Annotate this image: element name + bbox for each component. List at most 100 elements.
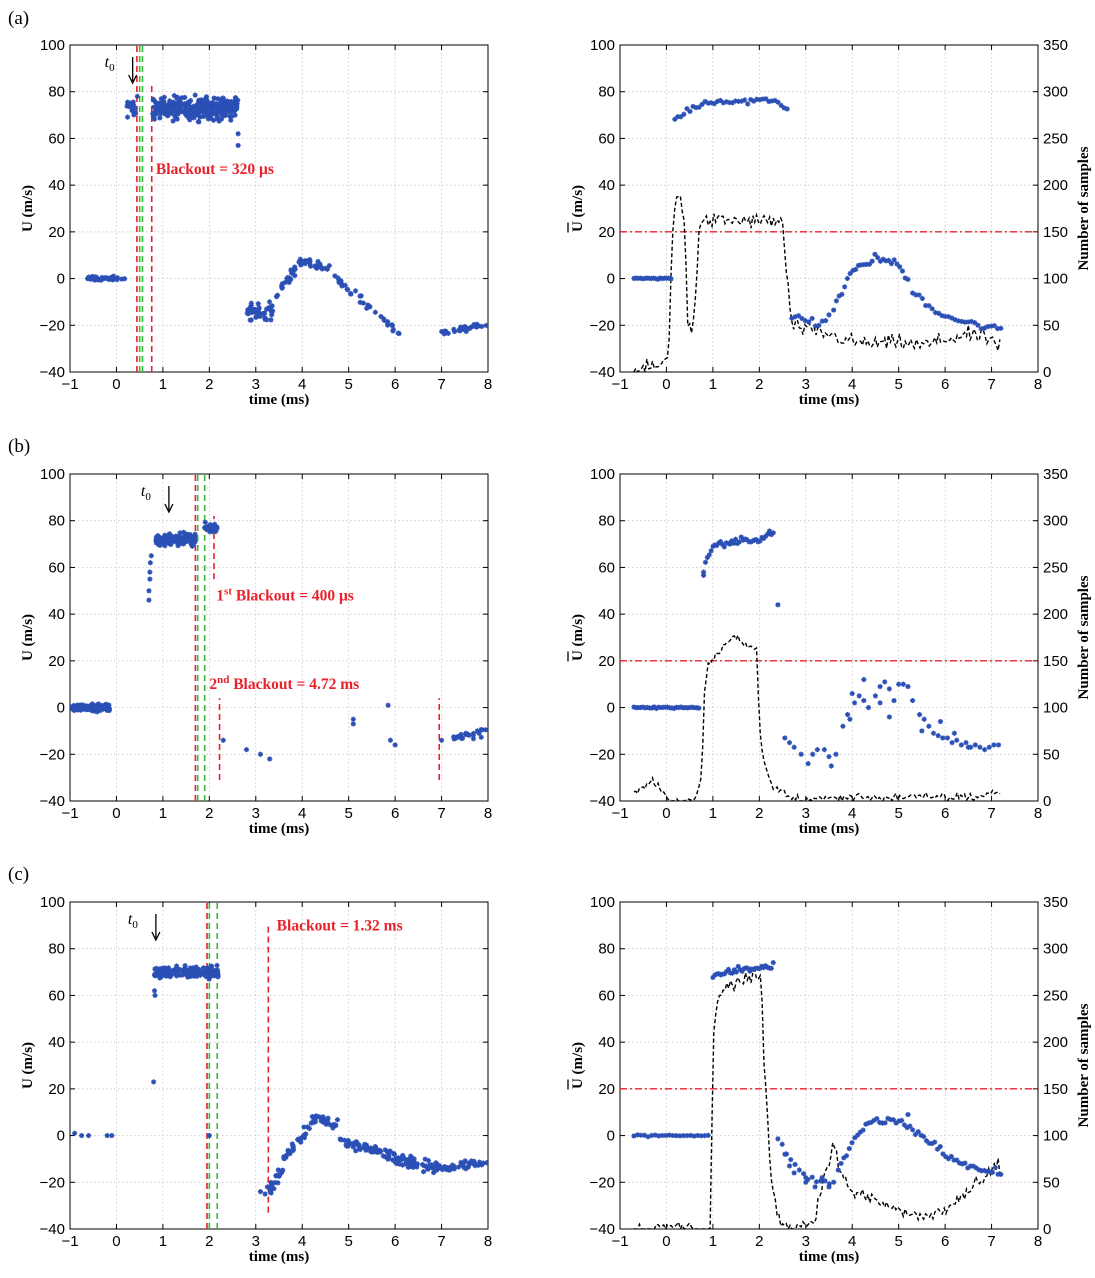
mean-data-point <box>855 262 862 269</box>
data-point <box>87 703 93 709</box>
mean-data-point <box>799 315 805 322</box>
t0-arrowhead <box>128 74 138 85</box>
mean-data-point <box>835 1167 841 1173</box>
mean-data-point <box>731 967 737 973</box>
data-point <box>288 267 294 273</box>
data-point <box>345 1140 351 1146</box>
data-point <box>197 972 203 978</box>
y-tick-label: 80 <box>48 513 65 530</box>
data-point <box>323 1121 329 1127</box>
data-point <box>317 261 323 267</box>
y-tick-label: 20 <box>598 224 615 241</box>
data-point <box>290 1143 296 1149</box>
y-tick-label: 80 <box>48 84 65 101</box>
data-point <box>220 737 226 743</box>
data-point <box>409 1155 415 1161</box>
data-point <box>385 1149 391 1155</box>
x-tick-label: 2 <box>205 805 213 822</box>
mean-data-point <box>891 257 897 263</box>
data-point <box>439 1166 446 1173</box>
x-tick-label: −1 <box>61 805 78 822</box>
data-point <box>129 107 135 113</box>
data-point <box>279 281 285 287</box>
mean-data-point <box>963 740 969 746</box>
data-point <box>212 111 218 117</box>
mean-data-point <box>725 966 732 972</box>
data-point <box>196 119 202 125</box>
y-tick-label: 100 <box>40 37 65 54</box>
mean-data-point <box>874 1116 880 1122</box>
data-point <box>203 105 209 111</box>
data-point <box>271 1186 277 1192</box>
mean-data-point <box>704 554 710 561</box>
y2-tick-label: 0 <box>1043 1221 1051 1238</box>
mean-data-point <box>826 1181 832 1187</box>
mean-data-point <box>991 742 997 748</box>
y2-tick-label: 50 <box>1043 746 1060 763</box>
data-point <box>77 706 83 712</box>
data-point <box>436 1165 442 1171</box>
data-point <box>297 1138 303 1144</box>
y-tick-label: −40 <box>590 364 615 381</box>
mean-data-point <box>652 1132 658 1138</box>
mean-data-point <box>653 705 659 712</box>
mean-data-point <box>717 539 724 545</box>
data-point <box>313 264 320 270</box>
x-tick-label: 6 <box>391 376 399 393</box>
data-point <box>173 966 179 972</box>
data-point <box>177 972 183 978</box>
data-point <box>218 106 224 113</box>
data-point <box>396 330 402 337</box>
data-point <box>194 109 200 115</box>
mean-data-point <box>826 312 832 318</box>
data-point <box>199 107 206 113</box>
data-point <box>204 98 210 104</box>
data-point <box>207 973 213 980</box>
data-point <box>177 530 183 536</box>
mean-data-point <box>967 1163 974 1169</box>
y-tick-label: −20 <box>40 317 65 334</box>
y-tick-label: 60 <box>598 987 615 1004</box>
data-point <box>393 1155 399 1161</box>
data-point <box>181 108 187 114</box>
mean-data-point <box>796 1167 802 1173</box>
data-point <box>273 294 280 300</box>
mean-data-point <box>676 705 682 711</box>
y2-tick-label: 250 <box>1043 987 1068 1004</box>
data-point <box>183 105 189 111</box>
data-point <box>362 1141 368 1147</box>
chart-c-left: −1 0 1 2 3 4 5 6 7 8 −40 −20 0 20 40 60 80 100 time (ms) U … <box>20 894 492 1265</box>
data-point <box>441 331 447 337</box>
data-point <box>282 279 288 286</box>
data-point <box>465 1164 471 1170</box>
y-tick-label: 100 <box>590 37 615 54</box>
mean-data-point <box>839 291 845 297</box>
mean-data-point <box>897 264 903 270</box>
mean-data-point <box>916 711 923 718</box>
mean-data-point <box>803 1175 809 1181</box>
data-point <box>70 704 74 710</box>
mean-data-point <box>757 965 763 972</box>
mean-data-point <box>913 292 919 298</box>
mean-data-point <box>779 1141 785 1147</box>
mean-data-point <box>747 968 753 974</box>
mean-data-point <box>809 1174 815 1180</box>
y2-tick-label: 100 <box>1043 271 1068 288</box>
mean-data-point <box>822 1178 828 1184</box>
mean-data-point <box>833 298 839 304</box>
y-axis-label: U (m/s) <box>20 185 36 232</box>
x-tick-label: 3 <box>802 805 810 822</box>
mean-data-point <box>847 716 853 722</box>
mean-data-point <box>936 310 942 316</box>
mean-data-point <box>970 1163 976 1169</box>
data-point <box>173 963 180 969</box>
data-point <box>188 110 194 116</box>
mean-data-point <box>954 1157 960 1163</box>
y2-tick-label: 300 <box>1043 941 1068 958</box>
data-point <box>125 100 131 106</box>
mean-data-point <box>851 700 858 706</box>
x-axis-label: time (ms) <box>249 821 309 837</box>
mean-data-point <box>849 690 855 697</box>
mean-data-point <box>681 111 687 117</box>
mean-data-point <box>965 1165 971 1171</box>
